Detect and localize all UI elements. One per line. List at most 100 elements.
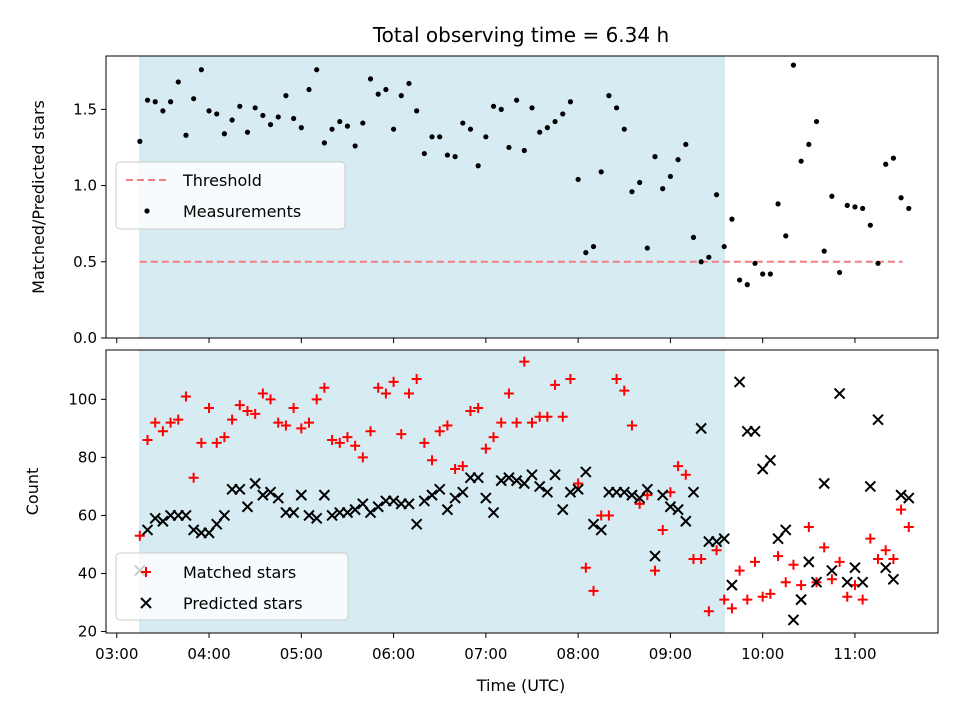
matched-star-point: [388, 376, 399, 387]
measurement-point: [360, 120, 366, 126]
measurement-point: [529, 105, 535, 111]
legend: Matched stars Predicted stars: [115, 552, 349, 621]
predicted-star-point: [457, 486, 469, 498]
predicted-star-point: [749, 425, 761, 437]
y-axis-label: Count: [23, 468, 42, 516]
matched-star-point: [142, 434, 153, 445]
measurement-point: [460, 120, 466, 126]
matched-star-point: [888, 553, 899, 564]
legend-predicted-swatch: [140, 597, 152, 609]
measurement-point: [721, 243, 727, 250]
predicted-star-point: [649, 550, 661, 562]
predicted-star-point: [826, 564, 838, 577]
measurement-point: [352, 143, 358, 149]
matched-star-point: [542, 411, 553, 422]
legend-measurement-swatch: [144, 208, 150, 214]
matched-star-point: [334, 437, 345, 448]
y-tick-label: 0.0: [73, 329, 97, 347]
predicted-star-point: [580, 466, 592, 478]
predicted-star-point: [733, 376, 746, 388]
predicted-star-point: [872, 413, 884, 426]
predicted-star-point: [726, 579, 738, 591]
matched-star-point: [711, 545, 722, 556]
predicted-star-point: [387, 495, 400, 507]
predicted-star-point: [241, 501, 254, 513]
measurement-point: [160, 108, 166, 114]
matched-star-point: [519, 356, 530, 367]
predicted-star-point: [856, 576, 869, 588]
legend-matched-swatch: [141, 567, 151, 577]
measurement-point: [437, 134, 443, 140]
measurement-point: [598, 169, 604, 175]
measurement-point: [475, 163, 481, 169]
matched-star-point: [365, 426, 376, 437]
predicted-star-point: [187, 524, 200, 536]
matched-star-point: [819, 542, 830, 553]
predicted-star-point: [257, 489, 269, 501]
axes-frame: [105, 55, 939, 339]
matched-star-point: [150, 417, 161, 428]
predicted-star-point: [149, 512, 161, 525]
x-tick-label: 04:00: [187, 645, 230, 663]
measurement-point: [844, 202, 850, 208]
measurement-point: [690, 234, 697, 240]
matched-star-point: [442, 420, 453, 431]
predicted-star-point: [426, 489, 438, 501]
matched-star-point: [680, 469, 691, 480]
predicted-star-point: [372, 501, 384, 513]
matched-star-point: [673, 461, 684, 472]
measurement-point: [660, 186, 666, 192]
matched-star-point: [865, 533, 876, 544]
matched-star-point: [180, 391, 191, 402]
measurement-point: [183, 132, 189, 138]
predicted-star-point: [341, 506, 354, 519]
predicted-star-point: [503, 472, 515, 484]
predicted-star-point: [818, 477, 830, 490]
predicted-star-point: [403, 498, 415, 510]
predicted-star-point: [880, 561, 892, 574]
matched-star-point: [242, 405, 253, 416]
measurement-point: [706, 254, 712, 260]
measurement-point: [244, 129, 251, 135]
measurement-point: [167, 99, 174, 105]
predicted-star-point: [680, 515, 692, 527]
matched-star-point: [496, 417, 507, 428]
matched-star-point: [873, 553, 884, 564]
matched-star-point: [250, 408, 261, 419]
measurement-point: [467, 126, 474, 132]
y-tick-label: 20: [78, 623, 97, 641]
matched-star-point: [603, 510, 614, 521]
measurement-point: [321, 140, 327, 146]
measurement-point: [790, 62, 797, 68]
measurement-point: [444, 152, 451, 158]
matched-star-point: [719, 594, 730, 605]
predicted-star-point: [672, 503, 684, 516]
predicted-star-point: [572, 483, 584, 496]
predicted-star-point: [664, 501, 677, 513]
legend-box: [115, 552, 349, 621]
matched-star-point: [788, 559, 799, 570]
x-tick-label: 06:00: [372, 645, 415, 663]
y-tick-label: 60: [78, 506, 97, 524]
measurement-point: [637, 179, 643, 186]
matched-star-point: [196, 437, 207, 448]
measurement-point: [137, 138, 143, 144]
matched-star-point: [280, 420, 291, 431]
matched-star-point: [427, 455, 438, 466]
predicted-star-point: [887, 573, 900, 586]
predicted-star-point: [218, 509, 231, 522]
matched-star-point: [749, 556, 760, 567]
matched-star-point: [642, 490, 653, 501]
x-tick-label: 09:00: [649, 645, 692, 663]
matched-star-point: [796, 580, 807, 591]
matched-star-point: [880, 545, 891, 556]
measurement-point: [583, 250, 589, 256]
measurement-point: [744, 282, 750, 288]
matched-star-point: [896, 504, 907, 515]
predicted-star-point: [764, 454, 777, 467]
matched-star-point: [265, 394, 276, 405]
predicted-star-point: [264, 486, 277, 498]
legend: Threshold Measurements: [115, 161, 346, 230]
matched-star-point: [742, 594, 753, 605]
measurement-point: [537, 129, 543, 135]
